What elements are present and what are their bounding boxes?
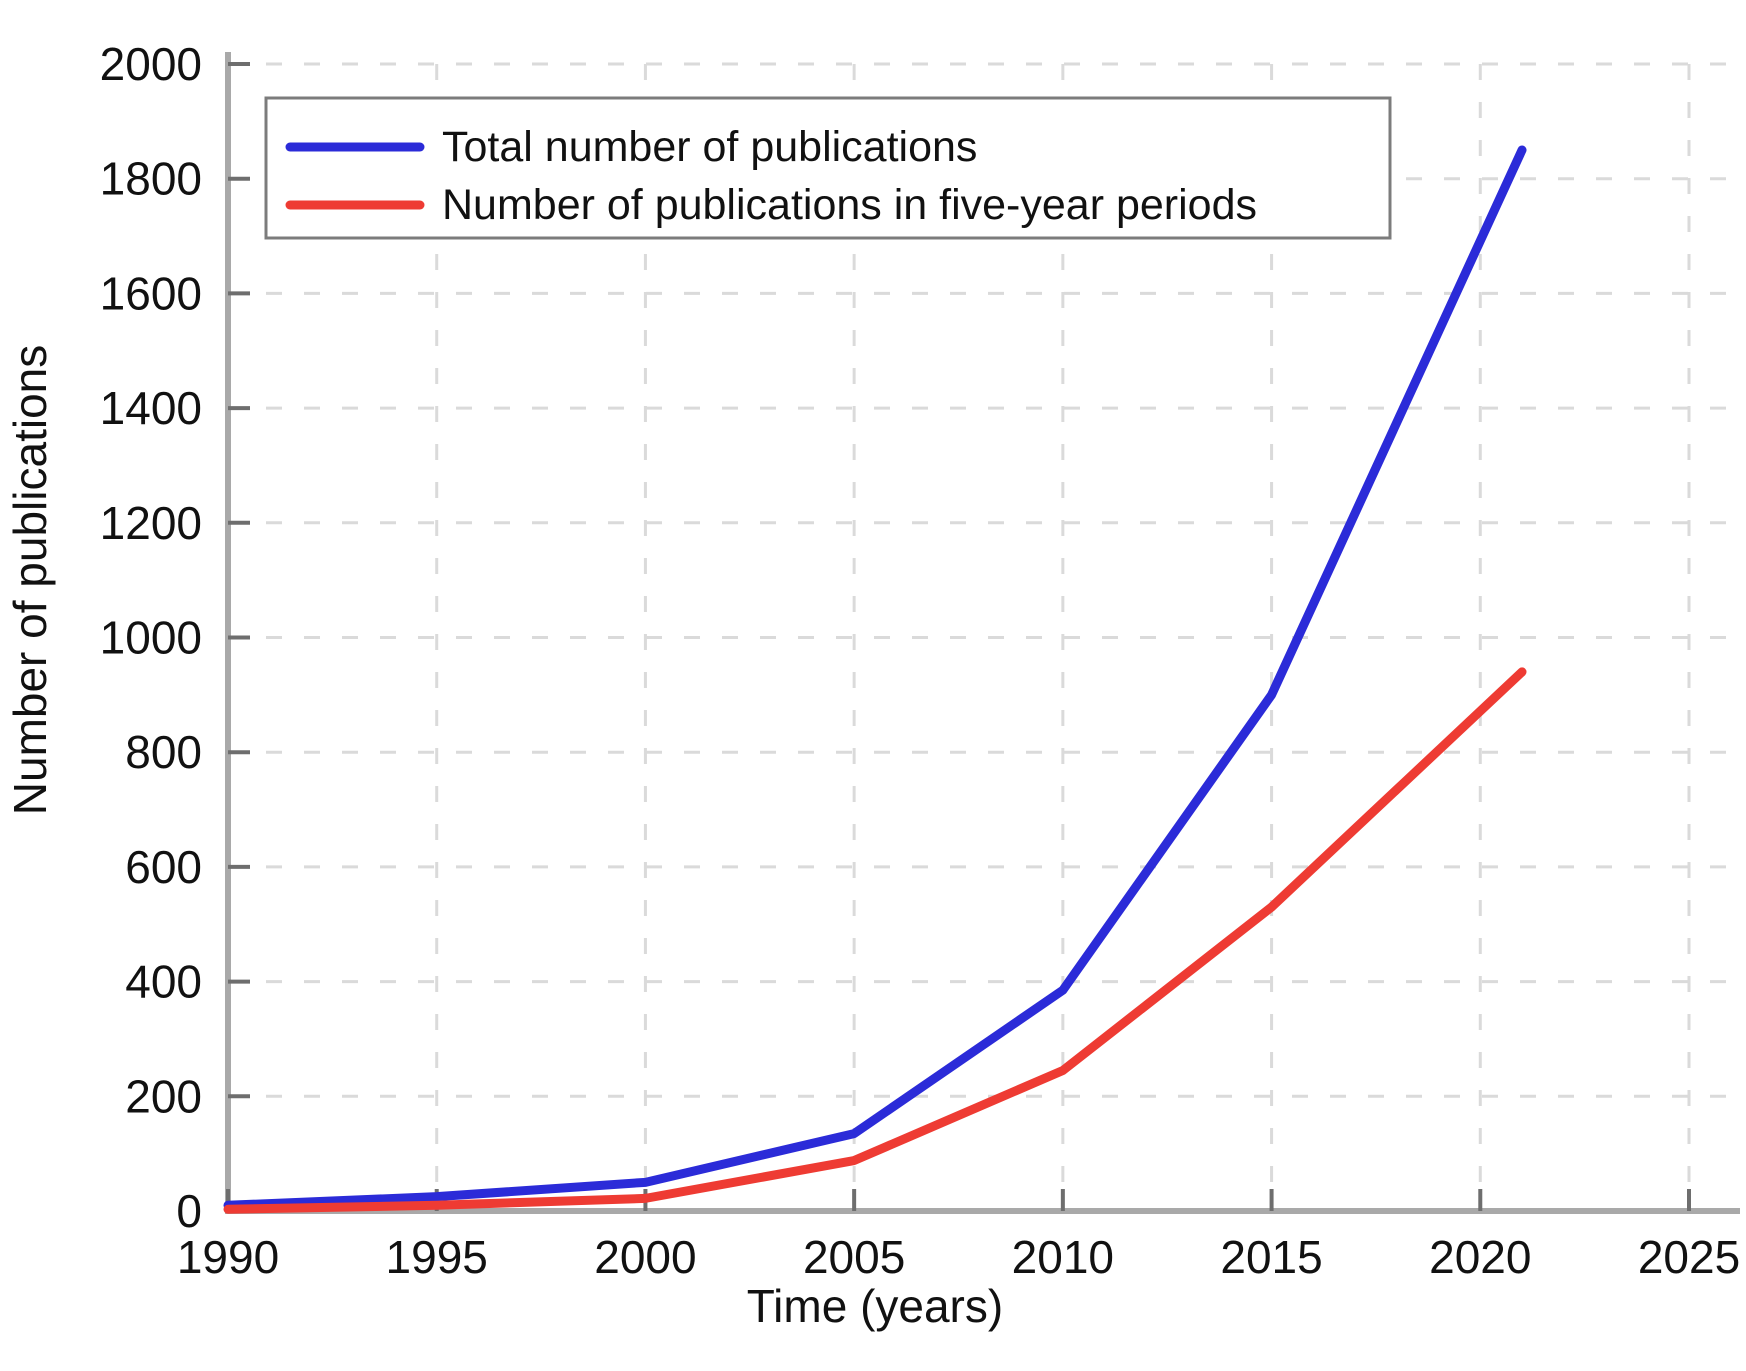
y-axis-title: Number of publications xyxy=(4,345,56,815)
legend-box xyxy=(264,96,1392,240)
legend: Total number of publications Number of p… xyxy=(264,96,1392,240)
x-tick-labels: 1990 1995 2000 2005 2010 2015 2020 2025 xyxy=(177,1231,1740,1283)
x-tick-label: 2010 xyxy=(1012,1231,1114,1283)
y-tick-label: 200 xyxy=(125,1070,202,1122)
x-tick-label: 2005 xyxy=(803,1231,905,1283)
series-line-five-year xyxy=(223,667,1527,1214)
x-tick-label: 2015 xyxy=(1220,1231,1322,1283)
y-tick-label: 1600 xyxy=(100,267,202,319)
legend-label-total: Total number of publications xyxy=(442,123,977,171)
y-tick-label: 2000 xyxy=(100,38,202,90)
series-line-total xyxy=(223,145,1527,1210)
x-tick-label: 2020 xyxy=(1429,1231,1531,1283)
x-tick-label: 2000 xyxy=(594,1231,696,1283)
series-lines xyxy=(223,145,1527,1214)
x-axis-title: Time (years) xyxy=(747,1280,1003,1332)
y-tick-label: 600 xyxy=(125,841,202,893)
y-tick-labels: 0 200 400 600 800 1000 1200 1400 1600 1800 2000 xyxy=(100,38,202,1237)
x-tick-label: 1995 xyxy=(386,1231,488,1283)
y-tick-label: 1000 xyxy=(100,612,202,664)
x-tick-label: 1990 xyxy=(177,1231,279,1283)
x-tick-label: 2025 xyxy=(1638,1231,1740,1283)
legend-label-five-year: Number of publications in five-year peri… xyxy=(442,181,1257,229)
y-tick-label: 1200 xyxy=(100,497,202,549)
y-tick-label: 1400 xyxy=(100,382,202,434)
y-tick-label: 400 xyxy=(125,956,202,1008)
y-tick-label: 1800 xyxy=(100,153,202,205)
gridlines xyxy=(228,62,1740,1211)
y-tick-label: 0 xyxy=(176,1185,202,1237)
y-tick-label: 800 xyxy=(125,726,202,778)
